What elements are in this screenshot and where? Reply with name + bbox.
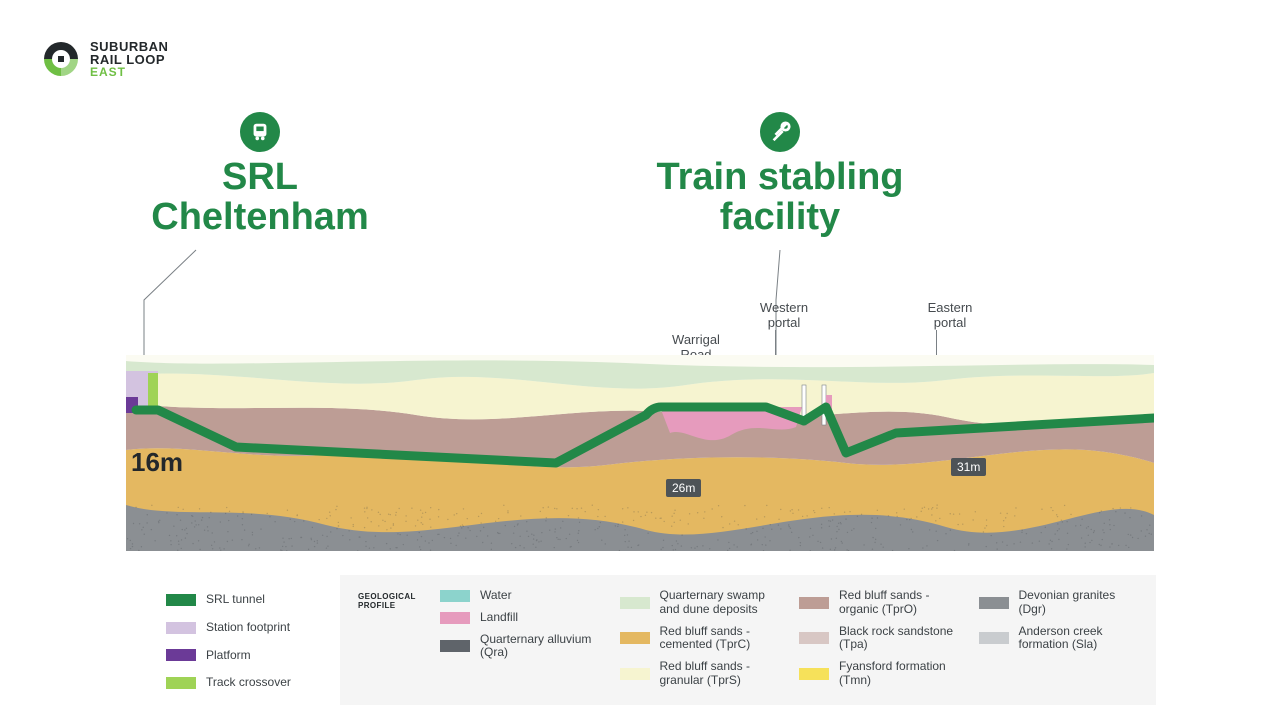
legend-item: Devonian granites (Dgr) <box>979 589 1139 617</box>
legend-label: Fyansford formation (Tmn) <box>839 660 959 688</box>
legend-right: GEOLOGICAL PROFILE Water Landfill Quartern… <box>340 575 1156 705</box>
legend-item: Track crossover <box>166 676 340 690</box>
legend-left: SRL tunnel Station footprint Platform Track… <box>166 575 340 705</box>
legend-item: Quarternary swamp and dune deposits <box>620 589 780 617</box>
legend-label: Water <box>480 589 512 603</box>
legend-label: Anderson creek formation (Sla) <box>1019 625 1139 653</box>
train-icon <box>240 112 280 152</box>
legend-swatch <box>166 649 196 661</box>
legend-swatch <box>166 622 196 634</box>
legend-swatch <box>620 632 650 644</box>
tools-icon <box>760 112 800 152</box>
legend-item: Water <box>440 589 600 603</box>
legend-swatch <box>440 590 470 602</box>
legend-swatch <box>979 597 1009 609</box>
legend: SRL tunnel Station footprint Platform Track… <box>166 575 1156 705</box>
legend-swatch <box>620 597 650 609</box>
logo-line3: EAST <box>90 66 168 78</box>
legend-swatch <box>166 677 196 689</box>
depth-mid: 26m <box>666 479 701 497</box>
legend-swatch <box>440 640 470 652</box>
header-station: SRL Cheltenham <box>130 112 390 238</box>
legend-label: Devonian granites (Dgr) <box>1019 589 1139 617</box>
callout-eastern: Eastern portal <box>910 301 990 331</box>
facility-title-1: Train stabling <box>630 158 930 198</box>
depth-right: 31m <box>951 458 986 476</box>
legend-item: Station footprint <box>166 621 340 635</box>
legend-col: Devonian granites (Dgr) Anderson creek fo… <box>979 589 1139 695</box>
logo-mark-icon <box>40 38 82 80</box>
logo-text: SUBURBAN RAIL LOOP EAST <box>90 40 168 78</box>
station-title-1: SRL <box>130 158 390 198</box>
legend-label: SRL tunnel <box>206 593 265 607</box>
legend-swatch <box>799 597 829 609</box>
legend-item: Platform <box>166 649 340 663</box>
legend-item: Black rock sandstone (Tpa) <box>799 625 959 653</box>
leader-lines <box>126 240 1154 370</box>
legend-label: Red bluff sands - organic (TprO) <box>839 589 959 617</box>
legend-label: Quarternary alluvium (Qra) <box>480 633 600 661</box>
depth-left: 16m <box>131 447 183 478</box>
legend-item: Red bluff sands - granular (TprS) <box>620 660 780 688</box>
legend-label: Quarternary swamp and dune deposits <box>660 589 780 617</box>
legend-col: Quarternary swamp and dune deposits Red b… <box>620 589 780 695</box>
legend-swatch <box>440 612 470 624</box>
profile-svg <box>126 355 1154 551</box>
legend-swatch <box>979 632 1009 644</box>
legend-item: Red bluff sands - cemented (TprC) <box>620 625 780 653</box>
legend-label: Station footprint <box>206 621 290 635</box>
legend-item: SRL tunnel <box>166 593 340 607</box>
legend-item: Anderson creek formation (Sla) <box>979 625 1139 653</box>
legend-label: Black rock sandstone (Tpa) <box>839 625 959 653</box>
legend-heading: GEOLOGICAL PROFILE <box>358 589 420 695</box>
legend-item: Landfill <box>440 611 600 625</box>
legend-col: Red bluff sands - organic (TprO) Black ro… <box>799 589 959 695</box>
legend-label: Track crossover <box>206 676 291 690</box>
facility-title-2: facility <box>630 198 930 238</box>
legend-label: Red bluff sands - granular (TprS) <box>660 660 780 688</box>
legend-label: Landfill <box>480 611 518 625</box>
legend-swatch <box>166 594 196 606</box>
legend-swatch <box>620 668 650 680</box>
station-title-2: Cheltenham <box>130 198 390 238</box>
legend-col: Water Landfill Quarternary alluvium (Qra) <box>440 589 600 695</box>
legend-item: Red bluff sands - organic (TprO) <box>799 589 959 617</box>
callout-western: Western portal <box>744 301 824 331</box>
legend-label: Platform <box>206 649 251 663</box>
header-facility: Train stabling facility <box>630 112 930 238</box>
geological-profile <box>126 355 1154 551</box>
legend-item: Fyansford formation (Tmn) <box>799 660 959 688</box>
legend-item: Quarternary alluvium (Qra) <box>440 633 600 661</box>
legend-swatch <box>799 668 829 680</box>
legend-label: Red bluff sands - cemented (TprC) <box>660 625 780 653</box>
brand-logo: SUBURBAN RAIL LOOP EAST <box>40 38 168 80</box>
legend-swatch <box>799 632 829 644</box>
